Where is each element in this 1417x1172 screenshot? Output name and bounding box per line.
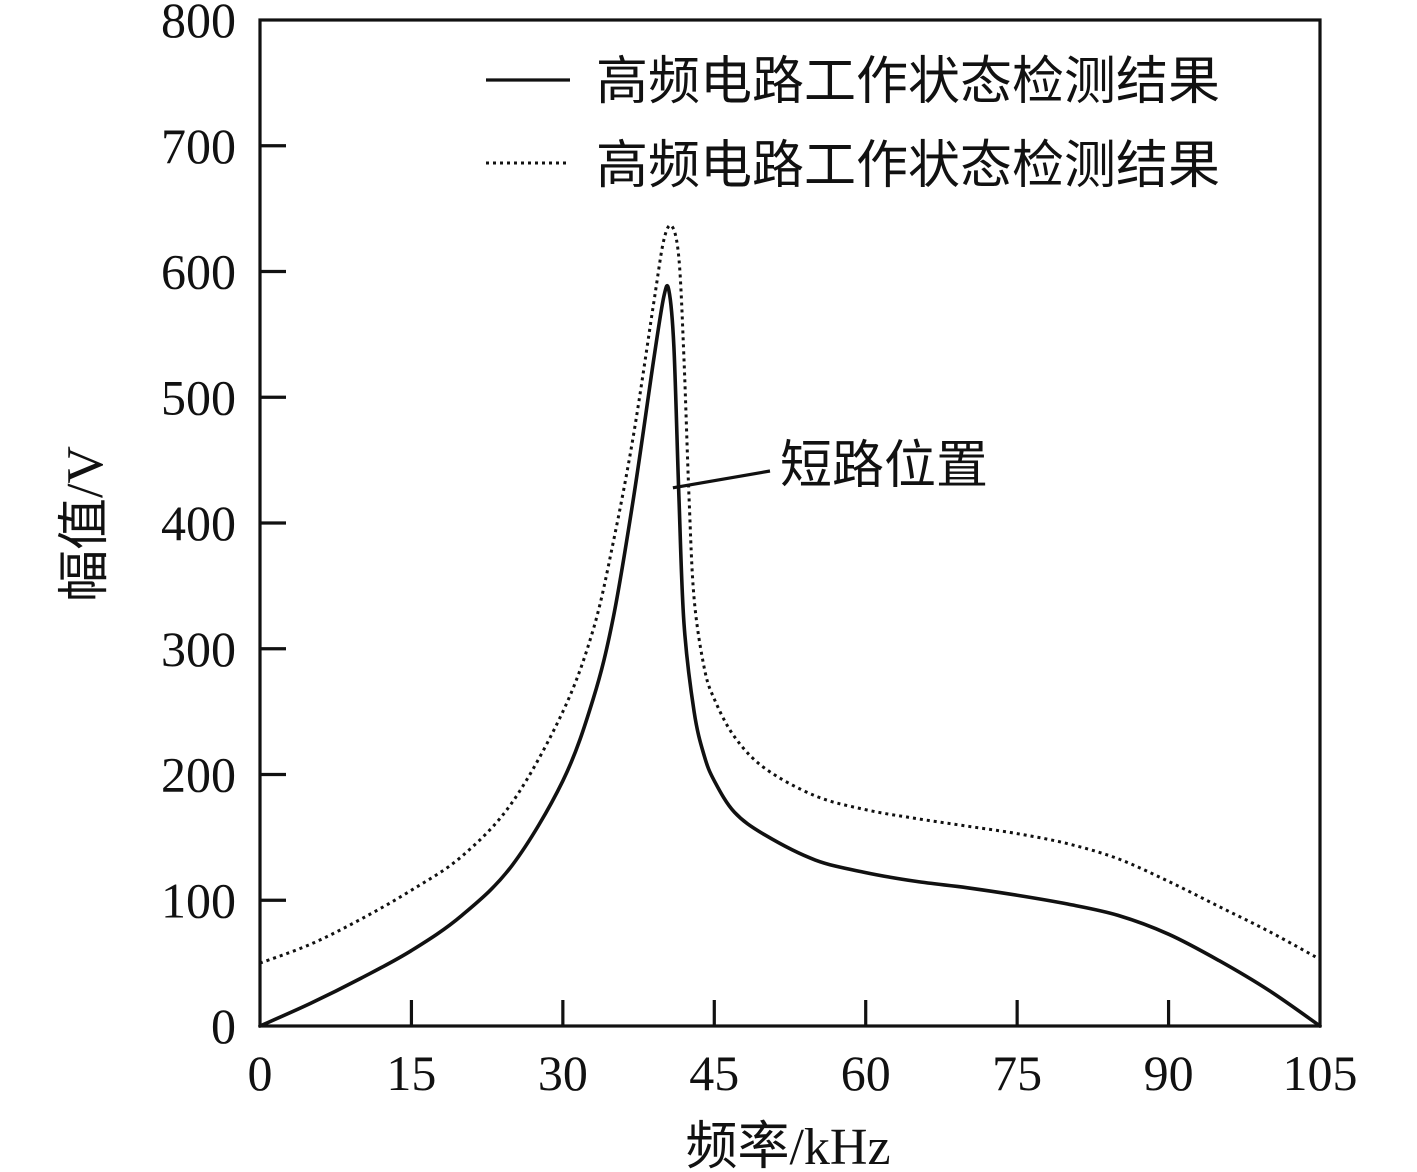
x-tick-label: 0 <box>248 1045 273 1101</box>
annotation-leader-line <box>672 469 771 490</box>
y-axis-title: 幅值/V <box>57 446 114 602</box>
x-tick-label: 90 <box>1144 1045 1194 1101</box>
x-tick-label: 105 <box>1283 1045 1358 1101</box>
y-tick-label: 300 <box>161 621 236 677</box>
y-tick-label: 0 <box>211 998 236 1054</box>
x-tick-label: 30 <box>538 1045 588 1101</box>
x-tick-label: 60 <box>841 1045 891 1101</box>
axes-layer: 0 15 30 45 60 75 90 105 0 100 200 300 400 500 600 700 80… <box>161 0 1358 1101</box>
y-tick-label: 200 <box>161 747 236 803</box>
x-tick-label: 45 <box>689 1045 739 1101</box>
y-tick-label: 100 <box>161 872 236 928</box>
x-axis-title: 频率/kHz <box>685 1119 890 1172</box>
annotation-text: 短路位置 <box>780 438 988 495</box>
series-line-dashed <box>259 223 1321 965</box>
legend: 高频电路工作状态检测结果 高频电路工作状态检测结果 <box>486 54 1220 195</box>
y-tick-label: 700 <box>161 118 236 174</box>
x-tick-label: 15 <box>386 1045 436 1101</box>
plot-layer <box>258 223 1322 1028</box>
legend-label-solid: 高频电路工作状态检测结果 <box>596 54 1220 111</box>
y-tick-label: 800 <box>161 0 236 48</box>
series-line-solid <box>258 283 1322 1028</box>
legend-label-dashed: 高频电路工作状态检测结果 <box>596 138 1220 195</box>
y-tick-label: 600 <box>161 244 236 300</box>
y-tick-label: 500 <box>161 369 236 425</box>
y-tick-label: 400 <box>161 495 236 551</box>
x-tick-label: 75 <box>992 1045 1042 1101</box>
